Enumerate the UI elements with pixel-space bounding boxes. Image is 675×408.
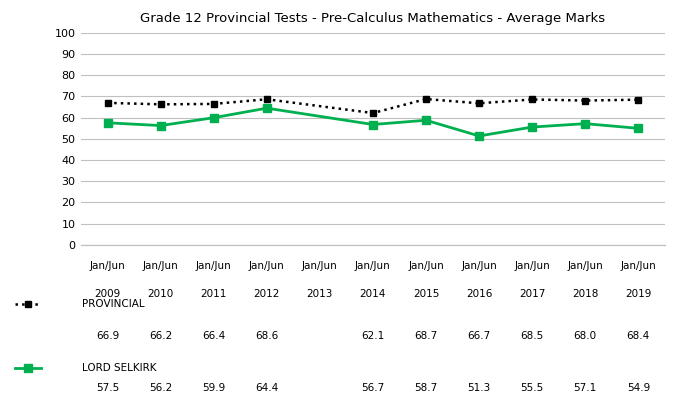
Text: 66.9: 66.9	[96, 331, 119, 341]
Text: 66.4: 66.4	[202, 331, 225, 341]
Text: 57.5: 57.5	[96, 384, 119, 393]
Text: 2012: 2012	[254, 289, 280, 299]
Text: 68.7: 68.7	[414, 331, 437, 341]
Text: 55.5: 55.5	[520, 384, 544, 393]
Text: 66.2: 66.2	[149, 331, 172, 341]
Text: Jan/Jun: Jan/Jun	[355, 261, 391, 271]
Text: Jan/Jun: Jan/Jun	[302, 261, 338, 271]
Text: Jan/Jun: Jan/Jun	[620, 261, 656, 271]
Text: 56.7: 56.7	[361, 384, 385, 393]
Text: 2019: 2019	[625, 289, 651, 299]
Text: 68.6: 68.6	[255, 331, 278, 341]
Text: 57.1: 57.1	[574, 384, 597, 393]
Text: 2017: 2017	[519, 289, 545, 299]
Text: 68.5: 68.5	[520, 331, 544, 341]
Text: 64.4: 64.4	[255, 384, 278, 393]
Text: 68.4: 68.4	[626, 331, 650, 341]
Text: 2015: 2015	[413, 289, 439, 299]
Text: 2016: 2016	[466, 289, 492, 299]
Text: 58.7: 58.7	[414, 384, 437, 393]
Text: Jan/Jun: Jan/Jun	[568, 261, 603, 271]
Text: 2013: 2013	[306, 289, 333, 299]
Text: 59.9: 59.9	[202, 384, 225, 393]
Text: Jan/Jun: Jan/Jun	[196, 261, 232, 271]
Text: Jan/Jun: Jan/Jun	[90, 261, 126, 271]
Text: 68.0: 68.0	[574, 331, 597, 341]
Text: Jan/Jun: Jan/Jun	[461, 261, 497, 271]
Text: LORD SELKIRK: LORD SELKIRK	[82, 363, 157, 373]
Text: 56.2: 56.2	[149, 384, 172, 393]
Title: Grade 12 Provincial Tests - Pre-Calculus Mathematics - Average Marks: Grade 12 Provincial Tests - Pre-Calculus…	[140, 11, 605, 24]
Text: 62.1: 62.1	[361, 331, 385, 341]
Text: PROVINCIAL: PROVINCIAL	[82, 299, 145, 309]
Text: 2009: 2009	[95, 289, 121, 299]
Text: Jan/Jun: Jan/Jun	[249, 261, 285, 271]
Text: 2018: 2018	[572, 289, 599, 299]
Text: Jan/Jun: Jan/Jun	[408, 261, 444, 271]
Text: 2014: 2014	[360, 289, 386, 299]
Text: Jan/Jun: Jan/Jun	[142, 261, 178, 271]
Text: Jan/Jun: Jan/Jun	[514, 261, 550, 271]
Text: 51.3: 51.3	[468, 384, 491, 393]
Text: 2010: 2010	[148, 289, 173, 299]
Text: 66.7: 66.7	[468, 331, 491, 341]
Text: 54.9: 54.9	[626, 384, 650, 393]
Text: 2011: 2011	[200, 289, 227, 299]
